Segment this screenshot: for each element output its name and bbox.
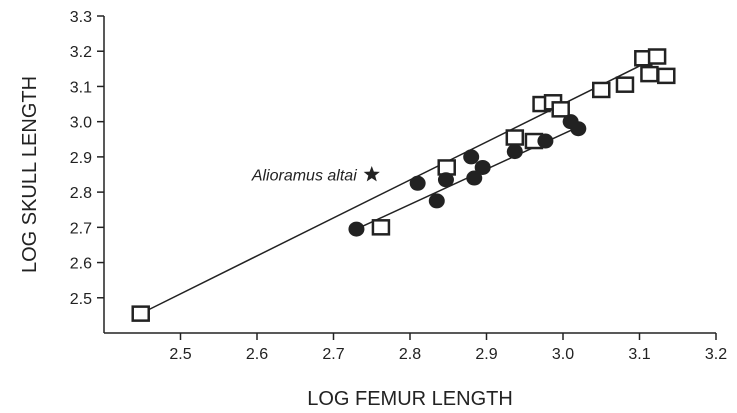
open-square-point — [647, 48, 667, 65]
filled-circle-point — [474, 159, 491, 175]
star-marker — [363, 166, 380, 182]
open-square-fit-line — [140, 55, 659, 315]
y-tick-label: 2.7 — [70, 220, 92, 237]
y-tick-label: 2.6 — [70, 256, 92, 273]
x-tick-label: 2.9 — [475, 346, 497, 363]
filled-circle-point — [570, 121, 587, 137]
x-ticks: 2.5 2.6 2.7 2.8 2.9 3.0 3.1 3.2 — [169, 333, 727, 363]
filled-circle-point — [348, 221, 365, 237]
x-tick-label: 2.7 — [322, 346, 344, 363]
open-square-point — [371, 219, 391, 236]
filled-circle-series — [348, 114, 587, 237]
filled-circle-point — [466, 170, 483, 186]
x-tick-label: 2.6 — [246, 346, 268, 363]
open-square-point — [640, 65, 659, 83]
y-tick-label: 2.9 — [70, 150, 92, 167]
open-square-point — [657, 67, 676, 85]
open-square-series — [131, 48, 676, 322]
fit-lines — [140, 55, 659, 315]
y-tick-label: 3.3 — [70, 9, 92, 26]
y-tick-label: 2.5 — [70, 291, 92, 308]
y-axis-label: LOG SKULL LENGTH — [19, 76, 41, 273]
x-tick-label: 2.8 — [399, 346, 421, 363]
x-tick-label: 3.1 — [628, 346, 650, 363]
filled-circle-point — [437, 172, 454, 188]
open-square-point — [615, 76, 635, 93]
x-tick-label: 2.5 — [169, 346, 191, 363]
y-tick-label: 3.1 — [70, 79, 92, 96]
filled-circle-point — [428, 193, 445, 209]
y-tick-label: 2.8 — [70, 185, 92, 202]
open-square-point — [505, 129, 525, 146]
y-tick-label: 3.2 — [70, 44, 92, 61]
y-tick-label: 3.0 — [70, 115, 92, 132]
filled-circle-point — [409, 175, 426, 191]
annotations: Alioramus altai — [251, 166, 380, 185]
x-axis-label: LOG FEMUR LENGTH — [307, 388, 513, 410]
open-square-point — [131, 305, 150, 322]
x-tick-label: 3.0 — [552, 346, 574, 363]
filled-circle-point — [463, 149, 480, 165]
annotation-label: Alioramus altai — [251, 168, 357, 185]
filled-circle-point — [537, 133, 554, 149]
open-square-point — [551, 101, 570, 118]
filled-circle-point — [506, 144, 523, 160]
open-square-point — [592, 81, 611, 99]
y-ticks: 2.5 2.6 2.7 2.8 2.9 3.0 3.1 3.2 3.3 — [70, 9, 104, 308]
x-tick-label: 3.2 — [705, 346, 727, 363]
